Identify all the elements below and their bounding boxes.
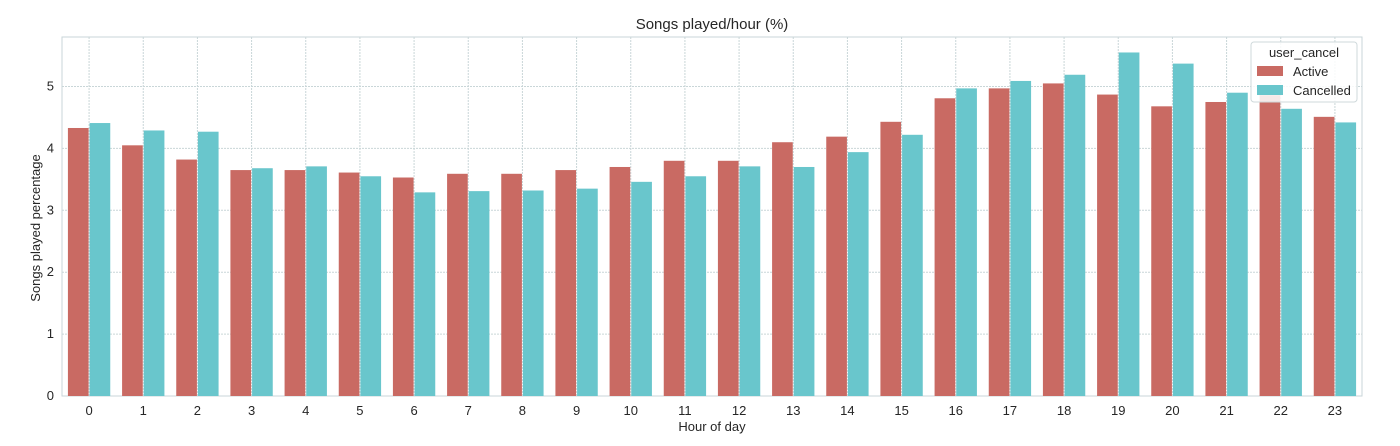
x-tick-label: 4 (302, 403, 309, 418)
x-tick-label: 14 (840, 403, 854, 418)
bar-cancelled-hour-22 (1281, 108, 1302, 397)
y-tick-label: 1 (47, 326, 54, 341)
x-tick-label: 15 (894, 403, 908, 418)
bar-active-hour-8 (501, 173, 522, 396)
bar-cancelled-hour-3 (252, 168, 273, 396)
legend: user_cancel Active Cancelled (1250, 41, 1358, 103)
bar-active-hour-14 (826, 136, 847, 396)
bar-cancelled-hour-15 (902, 134, 923, 396)
legend-title: user_cancel (1269, 45, 1339, 60)
bar-cancelled-hour-1 (143, 130, 165, 396)
bar-active-hour-2 (176, 159, 197, 396)
bar-cancelled-hour-12 (739, 166, 761, 396)
x-tick-label: 9 (573, 403, 580, 418)
y-tick-label: 3 (47, 202, 54, 217)
bar-active-hour-12 (717, 160, 739, 396)
gridlines (62, 37, 1362, 397)
bars (67, 52, 1357, 397)
bar-cancelled-hour-17 (1010, 80, 1032, 397)
x-tick-label: 11 (678, 403, 692, 418)
legend-swatch-cancelled (1257, 85, 1283, 95)
bar-active-hour-7 (447, 173, 468, 396)
bar-active-hour-13 (772, 142, 793, 396)
x-tick-label: 21 (1219, 403, 1233, 418)
y-tick-label: 4 (47, 140, 54, 155)
y-tick-labels: 0 1 2 3 4 5 (47, 79, 54, 403)
x-tick-label: 13 (786, 403, 800, 418)
bar-active-hour-21 (1205, 101, 1227, 396)
legend-swatch-active (1257, 66, 1283, 76)
bar-active-hour-6 (392, 177, 414, 396)
bar-active-hour-10 (609, 166, 631, 396)
bar-active-hour-18 (1042, 83, 1064, 396)
bar-cancelled-hour-21 (1227, 92, 1248, 396)
bar-cancelled-hour-5 (360, 176, 382, 396)
x-tick-label: 19 (1111, 403, 1125, 418)
y-tick-label: 5 (47, 79, 54, 94)
bar-active-hour-15 (880, 121, 902, 396)
x-tick-label: 20 (1165, 403, 1179, 418)
bar-active-hour-1 (122, 145, 143, 396)
bar-cancelled-hour-0 (89, 123, 111, 397)
bar-active-hour-3 (230, 170, 252, 396)
bar-cancelled-hour-23 (1335, 122, 1357, 397)
bar-active-hour-20 (1151, 106, 1172, 397)
bar-cancelled-hour-18 (1064, 74, 1086, 396)
bar-cancelled-hour-9 (577, 188, 598, 396)
bar-cancelled-hour-10 (631, 181, 652, 396)
x-tick-label: 8 (519, 403, 526, 418)
bar-cancelled-hour-7 (468, 191, 490, 396)
bar-cancelled-hour-6 (414, 192, 436, 396)
x-tick-label: 3 (248, 403, 255, 418)
x-axis-label: Hour of day (678, 419, 746, 434)
bar-cancelled-hour-20 (1172, 63, 1194, 397)
bar-cancelled-hour-19 (1118, 52, 1140, 397)
bar-cancelled-hour-8 (522, 190, 544, 396)
y-axis-label: Songs played percentage (28, 154, 43, 301)
legend-label-active: Active (1293, 64, 1328, 79)
bar-active-hour-5 (338, 172, 360, 396)
x-tick-label: 6 (410, 403, 417, 418)
x-tick-label: 17 (1003, 403, 1017, 418)
bar-cancelled-hour-4 (306, 166, 327, 396)
bar-active-hour-11 (663, 160, 685, 396)
bar-cancelled-hour-11 (685, 176, 707, 396)
x-tick-label: 16 (949, 403, 963, 418)
x-tick-label: 10 (624, 403, 638, 418)
x-tick-label: 7 (465, 403, 472, 418)
bar-active-hour-16 (934, 98, 956, 396)
x-tick-label: 23 (1328, 403, 1342, 418)
bar-cancelled-hour-14 (847, 152, 869, 396)
legend-label-cancelled: Cancelled (1293, 83, 1351, 98)
x-tick-labels: 0 1 2 3 4 5 6 7 8 9 10 11 12 13 14 15 16 17 18 19 20 21 22 23 (85, 403, 1342, 418)
x-tick-label: 1 (140, 403, 147, 418)
y-tick-label: 2 (47, 264, 54, 279)
x-tick-label: 0 (85, 403, 92, 418)
chart-title: Songs played/hour (%) (636, 16, 789, 33)
bar-active-hour-19 (1097, 94, 1118, 397)
bar-active-hour-23 (1313, 116, 1335, 396)
bar-active-hour-0 (67, 127, 89, 397)
x-tick-label: 2 (194, 403, 201, 418)
bar-active-hour-9 (555, 170, 577, 396)
bar-cancelled-hour-13 (793, 166, 815, 396)
x-tick-label: 22 (1274, 403, 1288, 418)
bar-active-hour-17 (988, 88, 1010, 396)
x-tick-label: 5 (356, 403, 363, 418)
bar-active-hour-22 (1259, 95, 1281, 396)
bar-cancelled-hour-2 (197, 131, 219, 396)
bar-active-hour-4 (284, 170, 306, 396)
bar-cancelled-hour-16 (956, 88, 977, 396)
x-tick-label: 18 (1057, 403, 1071, 418)
x-tick-label: 12 (732, 403, 746, 418)
y-tick-label: 0 (47, 388, 54, 403)
